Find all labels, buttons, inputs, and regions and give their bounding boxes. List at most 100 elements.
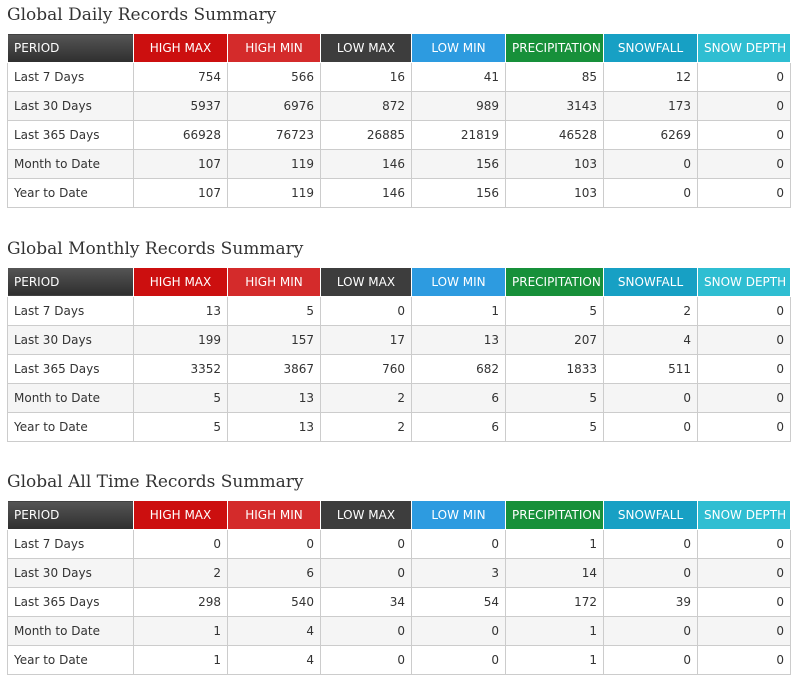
value-cell: 41: [411, 62, 506, 92]
value-cell: 13: [133, 295, 228, 326]
column-header: HIGH MIN: [227, 500, 321, 530]
value-cell: 0: [320, 558, 412, 588]
value-cell: 0: [697, 149, 791, 179]
value-cell: 85: [505, 62, 604, 92]
table-section: Global Monthly Records Summary PERIOD HIGH…: [7, 234, 791, 442]
table-header: PERIOD HIGH MAX HIGH MIN LOW MAX LOW MIN PREC…: [7, 500, 791, 530]
value-cell: 4: [227, 645, 321, 675]
value-cell: 0: [411, 645, 506, 675]
value-cell: 682: [411, 353, 506, 384]
value-cell: 0: [320, 616, 412, 646]
column-header: LOW MIN: [411, 500, 506, 530]
value-cell: 0: [603, 382, 698, 413]
header-row: PERIOD HIGH MAX HIGH MIN LOW MAX LOW MIN PREC…: [7, 33, 791, 63]
column-header: HIGH MAX: [133, 33, 228, 63]
value-cell: 17: [320, 324, 412, 355]
value-cell: 107: [133, 149, 228, 179]
value-cell: 0: [697, 411, 791, 442]
value-cell: 2: [133, 558, 228, 588]
value-cell: 0: [697, 529, 791, 559]
value-cell: 66928: [133, 120, 228, 150]
period-cell: Last 30 Days: [7, 558, 134, 588]
table-row: Year to Date 1 4 0 0 1 0 0: [7, 645, 791, 675]
table-section: Global Daily Records Summary PERIOD HIGH M…: [7, 0, 791, 208]
value-cell: 0: [697, 178, 791, 208]
value-cell: 5: [505, 382, 604, 413]
period-cell: Last 365 Days: [7, 120, 134, 150]
column-header: PERIOD: [7, 266, 134, 297]
value-cell: 298: [133, 587, 228, 617]
period-cell: Month to Date: [7, 149, 134, 179]
column-header: SNOWFALL: [603, 500, 698, 530]
table-row: Last 30 Days 5937 6976 872 989 3143 173 0: [7, 91, 791, 121]
table-row: Last 7 Days 0 0 0 0 1 0 0: [7, 529, 791, 559]
table-row: Month to Date 1 4 0 0 1 0 0: [7, 616, 791, 646]
value-cell: 0: [603, 616, 698, 646]
table-row: Last 30 Days 199 157 17 13 207 4 0: [7, 324, 791, 355]
column-header: SNOW DEPTH: [697, 500, 791, 530]
value-cell: 3143: [505, 91, 604, 121]
value-cell: 1: [505, 645, 604, 675]
value-cell: 1: [505, 529, 604, 559]
column-header: LOW MAX: [320, 266, 412, 297]
records-table: PERIOD HIGH MAX HIGH MIN LOW MAX LOW MIN PREC…: [7, 500, 791, 675]
value-cell: 872: [320, 91, 412, 121]
records-table: PERIOD HIGH MAX HIGH MIN LOW MAX LOW MIN PREC…: [7, 33, 791, 208]
header-row: PERIOD HIGH MAX HIGH MIN LOW MAX LOW MIN PREC…: [7, 500, 791, 530]
table-row: Last 7 Days 754 566 16 41 85 12 0: [7, 62, 791, 92]
value-cell: 0: [697, 120, 791, 150]
column-header: HIGH MAX: [133, 500, 228, 530]
value-cell: 0: [697, 645, 791, 675]
value-cell: 0: [133, 529, 228, 559]
value-cell: 26885: [320, 120, 412, 150]
value-cell: 157: [227, 324, 321, 355]
column-header: PRECIPITATION: [505, 500, 604, 530]
value-cell: 0: [603, 178, 698, 208]
value-cell: 0: [697, 91, 791, 121]
column-header: SNOW DEPTH: [697, 266, 791, 297]
value-cell: 103: [505, 178, 604, 208]
value-cell: 0: [411, 616, 506, 646]
table-row: Last 365 Days 66928 76723 26885 21819 46528 62…: [7, 120, 791, 150]
period-cell: Year to Date: [7, 411, 134, 442]
value-cell: 14: [505, 558, 604, 588]
period-cell: Last 7 Days: [7, 62, 134, 92]
value-cell: 2: [320, 382, 412, 413]
value-cell: 119: [227, 149, 321, 179]
column-header: LOW MIN: [411, 266, 506, 297]
table-body: Last 7 Days 0 0 0 0 1 0 0 Last 30 Days 2 6 0 3 14 0 0 La…: [7, 529, 791, 675]
value-cell: 0: [697, 353, 791, 384]
column-header: HIGH MIN: [227, 33, 321, 63]
value-cell: 0: [603, 149, 698, 179]
value-cell: 16: [320, 62, 412, 92]
value-cell: 76723: [227, 120, 321, 150]
value-cell: 2: [603, 295, 698, 326]
value-cell: 173: [603, 91, 698, 121]
records-table: PERIOD HIGH MAX HIGH MIN LOW MAX LOW MIN PREC…: [7, 266, 791, 442]
value-cell: 0: [603, 529, 698, 559]
value-cell: 0: [603, 645, 698, 675]
column-header: HIGH MIN: [227, 266, 321, 297]
value-cell: 146: [320, 149, 412, 179]
value-cell: 1: [411, 295, 506, 326]
value-cell: 103: [505, 149, 604, 179]
column-header: SNOWFALL: [603, 33, 698, 63]
value-cell: 13: [227, 411, 321, 442]
value-cell: 540: [227, 587, 321, 617]
value-cell: 566: [227, 62, 321, 92]
table-header: PERIOD HIGH MAX HIGH MIN LOW MAX LOW MIN PREC…: [7, 266, 791, 297]
value-cell: 0: [320, 529, 412, 559]
column-header: PERIOD: [7, 500, 134, 530]
column-header: HIGH MAX: [133, 266, 228, 297]
value-cell: 0: [697, 587, 791, 617]
period-cell: Last 7 Days: [7, 529, 134, 559]
value-cell: 511: [603, 353, 698, 384]
value-cell: 107: [133, 178, 228, 208]
value-cell: 0: [320, 295, 412, 326]
value-cell: 146: [320, 178, 412, 208]
value-cell: 119: [227, 178, 321, 208]
value-cell: 2: [320, 411, 412, 442]
column-header: PRECIPITATION: [505, 33, 604, 63]
column-header: PRECIPITATION: [505, 266, 604, 297]
column-header: SNOWFALL: [603, 266, 698, 297]
